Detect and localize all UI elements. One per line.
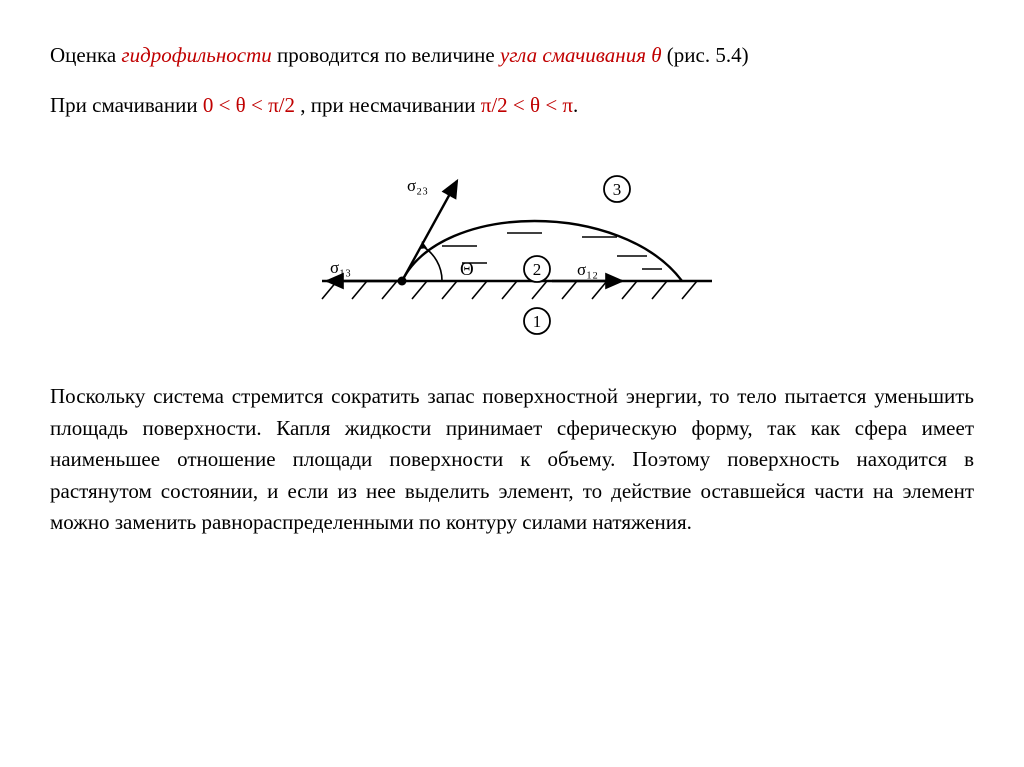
term-hydrophilicity: гидрофильности [121, 43, 271, 67]
text: , при несмачивании [295, 93, 481, 117]
svg-text:σ₁₃: σ₁₃ [330, 258, 351, 277]
paragraph-2: При смачивании 0 < θ < π/2 , при несмачи… [50, 90, 974, 122]
inequality-nonwetting: π/2 < θ < π [481, 93, 573, 117]
svg-text:3: 3 [613, 180, 622, 199]
text: проводится по величине [272, 43, 500, 67]
svg-text:σ₁₂: σ₁₂ [577, 260, 598, 279]
text: Оценка [50, 43, 121, 67]
svg-text:2: 2 [533, 260, 542, 279]
text: . [573, 93, 578, 117]
diagram-figure-5-4: σ₁₃ σ₂₃ σ₁₂ Θ 1 2 3 [50, 141, 974, 351]
text: (рис. 5.4) [662, 43, 749, 67]
text: При смачивании [50, 93, 203, 117]
term-contact-angle: угла смачивания θ [500, 43, 662, 67]
svg-text:1: 1 [533, 312, 542, 331]
paragraph-3: Поскольку система стремится сократить за… [50, 381, 974, 539]
svg-text:Θ: Θ [460, 259, 474, 280]
contact-angle-diagram: σ₁₃ σ₂₃ σ₁₂ Θ 1 2 3 [282, 141, 742, 351]
paragraph-1: Оценка гидрофильности проводится по вели… [50, 40, 974, 72]
inequality-wetting: 0 < θ < π/2 [203, 93, 295, 117]
svg-text:σ₂₃: σ₂₃ [407, 176, 428, 195]
